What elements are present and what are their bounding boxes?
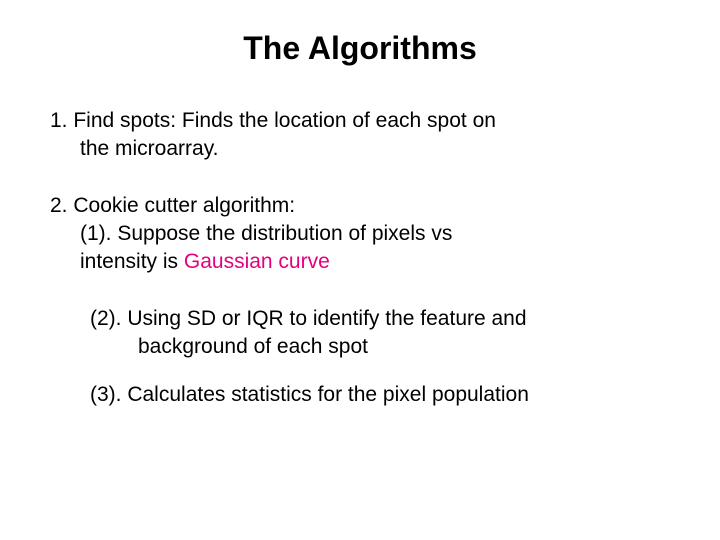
item-2-sub2: (2). Using SD or IQR to identify the fea…: [90, 305, 670, 362]
slide: The Algorithms 1. Find spots: Finds the …: [0, 0, 720, 540]
highlight-term: Gaussian curve: [184, 250, 330, 273]
item-2-sub2-line1: (2). Using SD or IQR to identify the fea…: [90, 307, 527, 330]
item-2-sub3-text: (3). Calculates statistics for the pixel…: [90, 383, 529, 406]
item-1: 1. Find spots: Finds the location of eac…: [50, 107, 670, 164]
item-2-head: 2. Cookie cutter algorithm:: [50, 194, 295, 217]
item-2-sub1-pre: intensity is: [80, 250, 184, 273]
item-2-sub2-line2: background of each spot: [90, 333, 368, 361]
item-1-line1: 1. Find spots: Finds the location of eac…: [50, 109, 496, 132]
item-1-line2: the microarray.: [50, 135, 670, 163]
item-2: 2. Cookie cutter algorithm: (1). Suppose…: [50, 192, 670, 277]
item-2-sub1-line2: intensity is Gaussian curve: [50, 248, 670, 276]
slide-title: The Algorithms: [50, 30, 670, 67]
item-2-sub3: (3). Calculates statistics for the pixel…: [90, 381, 670, 409]
item-2-sub1-line1: (1). Suppose the distribution of pixels …: [50, 220, 670, 248]
